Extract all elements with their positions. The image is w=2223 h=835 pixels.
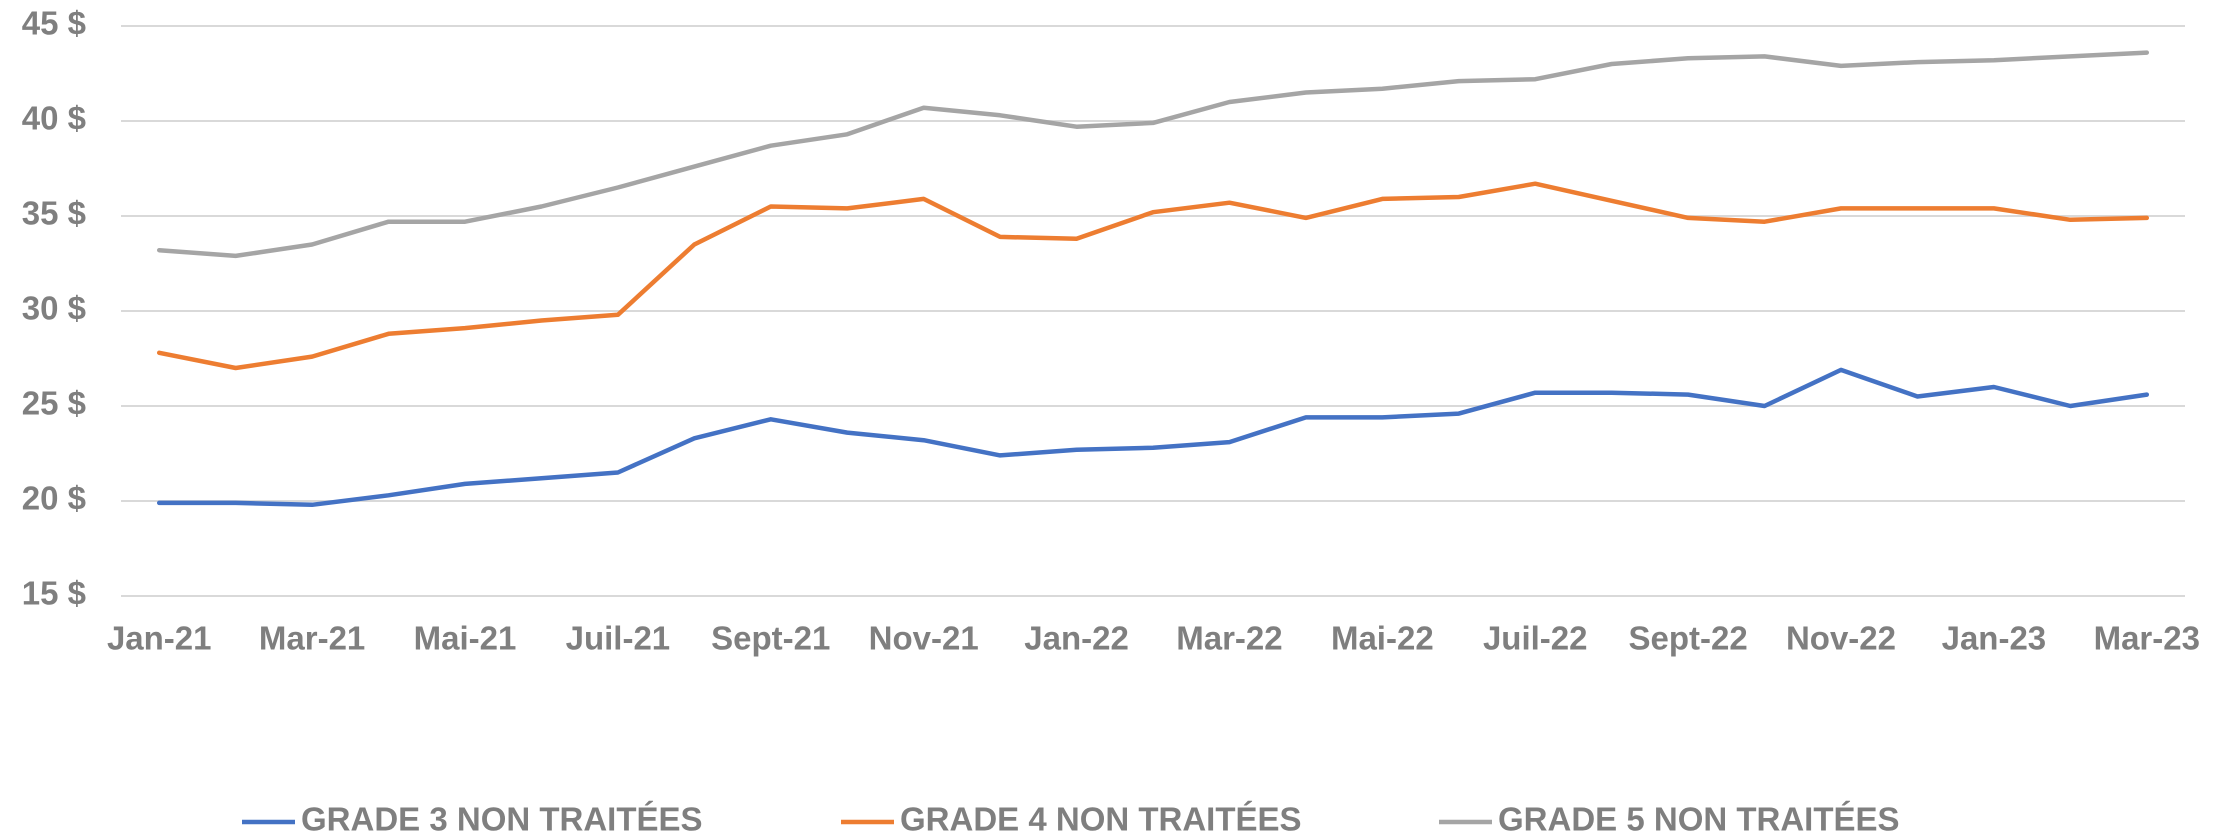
x-tick-label: Jan-21 (107, 620, 212, 657)
y-tick-label: 20 $ (22, 480, 86, 517)
series-line (156, 50, 2150, 259)
x-tick-label: Mar-22 (1176, 620, 1282, 657)
y-tick-label: 30 $ (22, 290, 86, 327)
y-tick-label: 45 $ (22, 5, 86, 42)
x-tick-label: Sept-21 (711, 620, 830, 657)
series-line (156, 181, 2150, 371)
series-line (156, 367, 2150, 508)
legend-label: GRADE 3 NON TRAITÉES (301, 801, 703, 835)
legend-label: GRADE 4 NON TRAITÉES (900, 801, 1302, 835)
x-tick-label: Juil-21 (566, 620, 671, 657)
x-tick-label: Nov-22 (1786, 620, 1896, 657)
legend-label: GRADE 5 NON TRAITÉES (1498, 801, 1900, 835)
y-tick-label: 15 $ (22, 575, 86, 612)
x-tick-label: Juil-22 (1483, 620, 1588, 657)
x-tick-label: Mar-21 (259, 620, 365, 657)
x-tick-label: Mai-22 (1331, 620, 1434, 657)
x-tick-label: Jan-22 (1024, 620, 1129, 657)
x-tick-label: Nov-21 (869, 620, 979, 657)
x-tick-label: Mai-21 (414, 620, 517, 657)
y-tick-label: 25 $ (22, 385, 86, 422)
x-tick-label: Jan-23 (1942, 620, 2047, 657)
x-tick-label: Sept-22 (1629, 620, 1748, 657)
y-tick-label: 35 $ (22, 195, 86, 232)
y-tick-label: 40 $ (22, 100, 86, 137)
x-tick-label: Mar-23 (2094, 620, 2200, 657)
